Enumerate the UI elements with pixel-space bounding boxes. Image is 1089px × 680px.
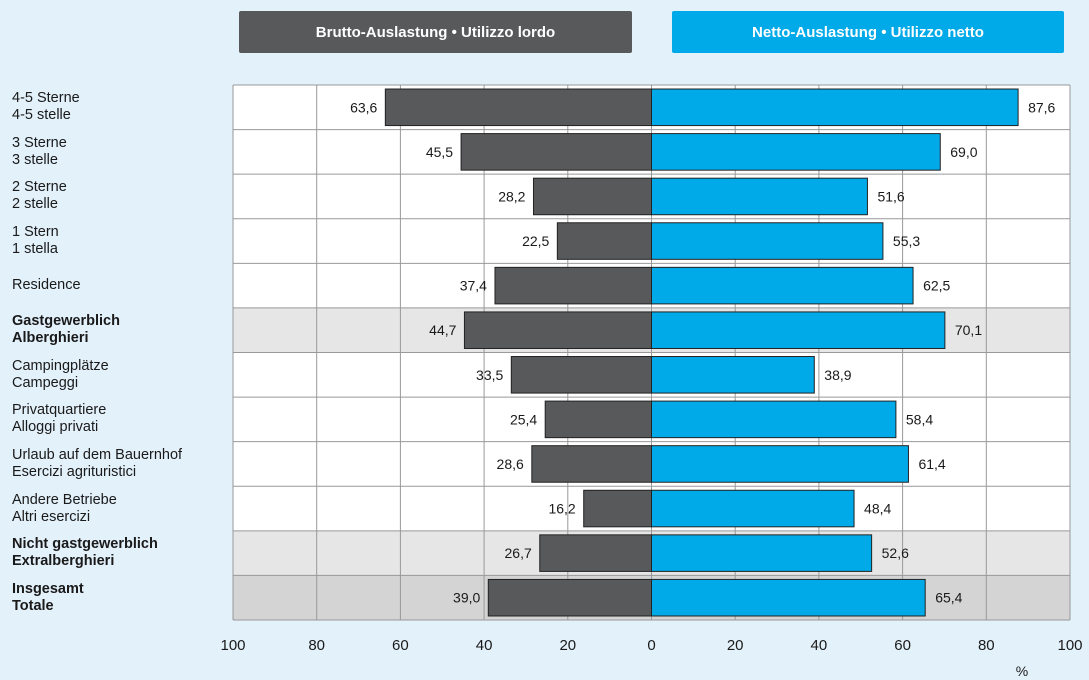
row-label: 4-5 Sterne 4-5 stelle	[12, 85, 232, 130]
row-label: Insgesamt Totale	[12, 575, 232, 620]
x-tick-label: 40	[476, 637, 493, 654]
bar-brutto	[510, 356, 652, 394]
bar-brutto	[531, 445, 653, 483]
row-label-line: Nicht gastgewerblich	[12, 536, 158, 553]
bar-brutto	[583, 489, 652, 528]
row-label-line: 1 Stern	[12, 224, 59, 241]
row-label-line: 2 stelle	[12, 196, 58, 213]
data-label-netto: 55,3	[893, 233, 920, 249]
row-label: Gastgewerblich Alberghieri	[12, 308, 232, 353]
data-label-brutto: 33,5	[476, 367, 503, 383]
bar-brutto	[532, 177, 652, 216]
data-label-brutto: 45,5	[426, 144, 453, 160]
bar-brutto	[539, 534, 652, 572]
bar-netto	[651, 578, 926, 617]
row-label: Privatquartiere Alloggi privati	[12, 397, 232, 442]
data-label-brutto: 28,2	[498, 188, 525, 204]
data-label-brutto: 26,7	[505, 545, 532, 561]
row-label: Nicht gastgewerblich Extralberghieri	[12, 531, 232, 576]
row-label-line: Extralberghieri	[12, 553, 115, 570]
bar-netto	[651, 356, 815, 394]
data-label-netto: 52,6	[882, 545, 909, 561]
row-label-line: Andere Betriebe	[12, 491, 117, 508]
bar-netto	[651, 133, 941, 171]
x-tick-label: 20	[727, 637, 744, 654]
row-label: 3 Sterne 3 stelle	[12, 130, 232, 175]
x-tick-label: 80	[978, 637, 995, 654]
data-label-brutto: 63,6	[350, 99, 377, 115]
x-tick-label: 100	[220, 637, 245, 654]
x-tick-label: 100	[1057, 637, 1082, 654]
x-tick-label: 20	[559, 637, 576, 654]
row-label-line: Esercizi agrituristici	[12, 463, 137, 480]
row-label-line: Insgesamt	[12, 580, 84, 597]
bar-netto	[651, 177, 868, 216]
bar-netto	[651, 311, 946, 349]
data-label-brutto: 39,0	[453, 590, 480, 606]
row-label-line: Alberghieri	[12, 330, 89, 347]
row-label: Campingplätze Campeggi	[12, 353, 232, 398]
bar-brutto	[487, 578, 652, 617]
row-label-line: Campeggi	[12, 374, 79, 391]
bar-netto	[651, 534, 873, 572]
bar-netto	[651, 222, 884, 260]
row-label-line: Residence	[12, 277, 81, 294]
data-label-brutto: 28,6	[497, 456, 524, 472]
row-label-line: 3 stelle	[12, 151, 58, 168]
data-label-brutto: 44,7	[429, 322, 456, 338]
row-label-line: Alloggi privati	[12, 419, 99, 436]
row-label-line: Campingplätze	[12, 357, 109, 374]
row-label-line: Gastgewerblich	[12, 313, 120, 330]
data-label-netto: 51,6	[877, 188, 904, 204]
bar-brutto	[556, 222, 653, 260]
bar-netto	[651, 400, 897, 439]
legend-netto: Netto-Auslastung • Utilizzo netto	[672, 11, 1064, 53]
row-label: Andere Betriebe Altri esercizi	[12, 486, 232, 531]
data-label-netto: 61,4	[918, 456, 945, 472]
x-tick-label: 60	[392, 637, 409, 654]
legend-brutto: Brutto-Auslastung • Utilizzo lordo	[239, 11, 632, 53]
row-label-line: Urlaub auf dem Bauernhof	[12, 446, 183, 463]
row-label-line: 3 Sterne	[12, 134, 67, 151]
row-label-line: Privatquartiere	[12, 402, 107, 419]
row-label: 1 Stern 1 stella	[12, 219, 232, 264]
data-label-netto: 87,6	[1028, 99, 1055, 115]
row-label-line: Totale	[12, 597, 54, 614]
bar-netto	[651, 266, 914, 305]
data-label-brutto: 25,4	[510, 411, 537, 427]
data-label-netto: 70,1	[955, 322, 982, 338]
data-label-netto: 48,4	[864, 501, 891, 517]
data-label-netto: 38,9	[824, 367, 851, 383]
data-label-netto: 58,4	[906, 411, 933, 427]
data-label-brutto: 22,5	[522, 233, 549, 249]
row-label: Residence	[12, 263, 232, 308]
data-label-netto: 62,5	[923, 278, 950, 294]
bar-brutto	[460, 133, 652, 171]
x-tick-label: 0	[647, 637, 655, 654]
bar-brutto	[384, 88, 652, 127]
bar-brutto	[544, 400, 652, 439]
data-label-netto: 65,4	[935, 590, 962, 606]
row-label: 2 Sterne 2 stelle	[12, 174, 232, 219]
row-label-line: Altri esercizi	[12, 508, 91, 525]
bar-brutto	[494, 266, 652, 305]
row-label-line: 4-5 stelle	[12, 107, 71, 124]
row-label-line: 4-5 Sterne	[12, 90, 80, 107]
x-tick-label: 40	[811, 637, 828, 654]
row-label: Urlaub auf dem Bauernhof Esercizi agritur…	[12, 442, 232, 487]
bar-netto	[651, 445, 909, 483]
x-unit-label: %	[1016, 663, 1028, 679]
data-label-brutto: 16,2	[548, 501, 575, 517]
x-tick-label: 60	[894, 637, 911, 654]
data-label-netto: 69,0	[950, 144, 977, 160]
bar-netto	[651, 489, 855, 528]
x-tick-label: 80	[308, 637, 325, 654]
row-label-line: 1 stella	[12, 241, 58, 258]
bar-netto	[651, 88, 1019, 127]
data-label-brutto: 37,4	[460, 278, 487, 294]
bar-brutto	[463, 311, 653, 349]
row-label-line: 2 Sterne	[12, 179, 67, 196]
